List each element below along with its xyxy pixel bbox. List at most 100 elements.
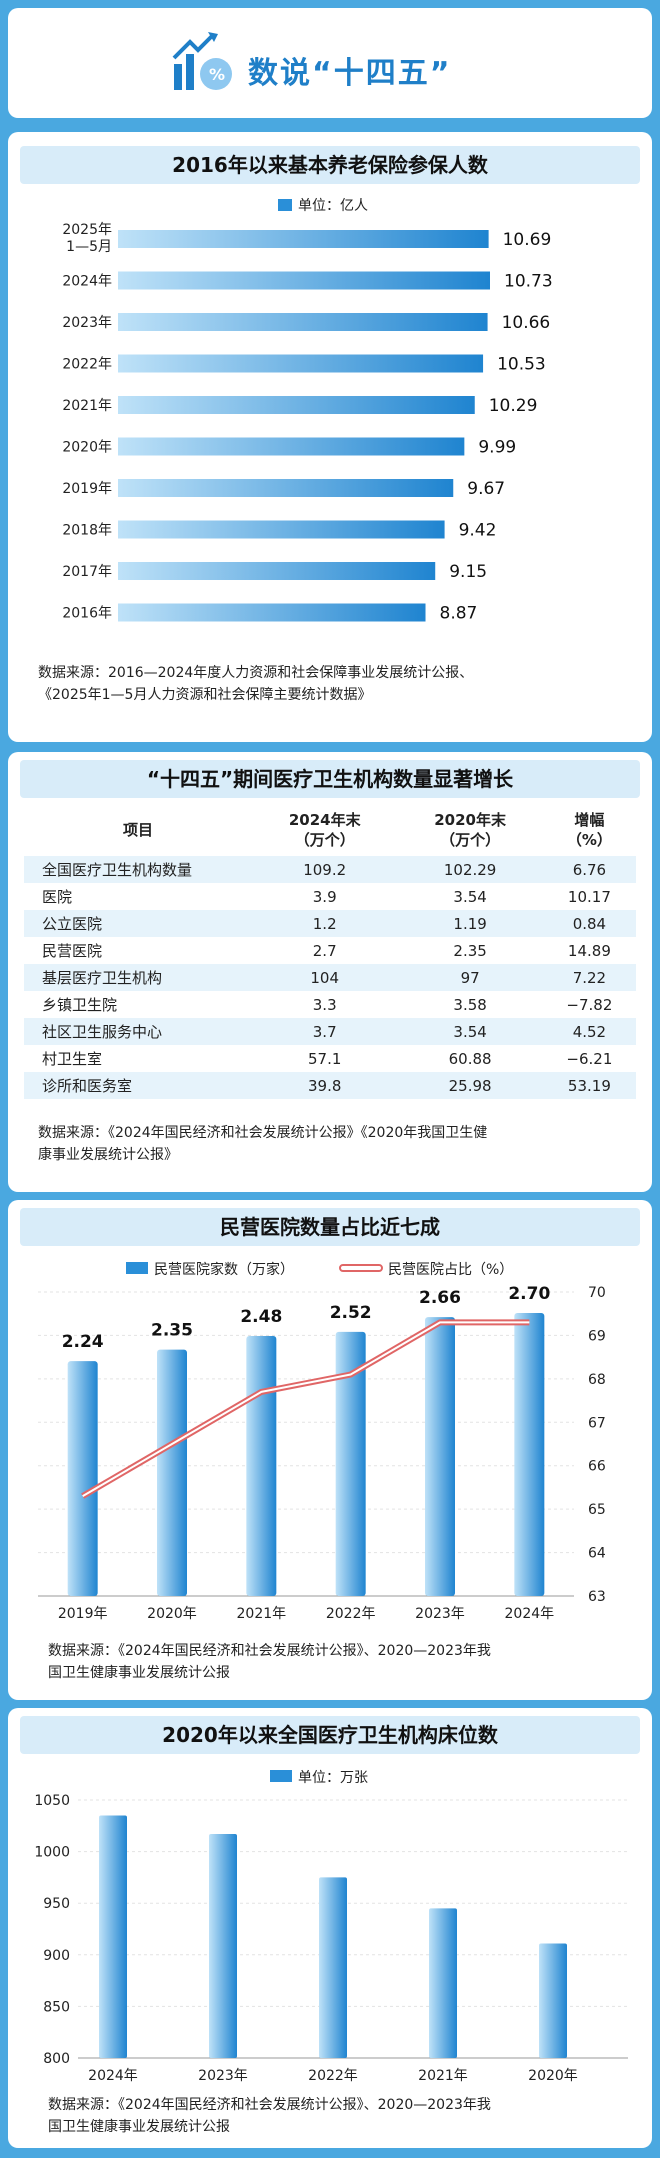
bar [118,520,445,539]
y-tick-label: 950 [43,1896,70,1912]
category-label: 2016年 [62,606,112,622]
table-cell: 104 [252,964,398,991]
table-cell: 1.2 [252,910,398,937]
y-tick-label: 1050 [34,1793,70,1809]
table-cell: 14.89 [567,941,611,960]
x-tick-label: 2019年 [58,1606,108,1622]
table-cell: 60.88 [448,1049,492,1068]
column-header: 增幅 （%） [566,811,612,849]
bar [118,437,465,456]
page-title: 数说“十四五” [248,56,452,91]
table-cell: 2.35 [453,941,487,960]
y-tick-label: 1000 [34,1845,70,1861]
bar [118,313,488,331]
bar [118,562,436,580]
pension-chart: 单位：亿人 2025年1—5月 10.69 2024年 10.73 2023年 10.66 2… [62,198,552,624]
column-header: 2020年末 （万个） [434,811,506,849]
bar [539,1943,567,2058]
data-label: 10.66 [502,313,551,333]
table-cell: −6.21 [566,1049,613,1068]
table-cell: 3.7 [252,1018,398,1045]
header-card: % 数说“十四五” [8,8,652,118]
share-line [81,1319,530,1499]
x-tick-label: 2024年 [88,2068,138,2084]
table-row: 诊所和医务室 39.8 25.98 53.19 [24,1072,636,1099]
table-cell: 民营医院 [42,942,103,960]
data-label: 2.70 [508,1284,550,1304]
legend-swatch [270,1770,292,1782]
data-label: 2.48 [240,1307,282,1327]
data-label: 8.87 [440,604,478,624]
table-row: 基层医疗卫生机构 104 97 7.22 [24,964,636,991]
table-cell: 乡镇卫生院 [42,996,118,1014]
y-tick-label: 850 [43,1999,70,2015]
table-cell: 3.9 [312,887,337,906]
institutions-section: “十四五”期间医疗卫生机构数量显著增长 项目 2024年末 （万个） 2020年末 （万… [8,752,652,1192]
x-tick-label: 2022年 [308,2068,358,2084]
column-header: 2024年末 （万个） [288,811,361,849]
legend-label: 民营医院占比（%） [388,1262,513,1278]
table-row: 乡镇卫生院 3.3 3.58 −7.82 [24,991,636,1018]
private-section: 民营医院数量占比近七成 民营医院家数（万家） 民营医院占比（%） 70 69 68 67 6… [8,1200,652,1700]
y2-tick-label: 67 [588,1415,606,1431]
bar [429,1908,457,2058]
legend-swatch [126,1262,148,1274]
table-row: 社区卫生服务中心 3.7 3.54 4.52 [24,1018,636,1045]
data-label: 2.52 [330,1303,372,1323]
category-label: 2020年 [62,440,112,456]
table-cell: 诊所和医务室 [24,1072,252,1099]
y2-tick-label: 70 [588,1285,606,1301]
y2-tick-label: 69 [588,1328,606,1344]
table-row: 全国医疗卫生机构数量 109.2 102.29 6.76 [24,856,636,883]
table-cell: 2.7 [312,941,337,960]
table-cell: 39.8 [252,1072,398,1099]
legend-label: 单位：亿人 [298,198,368,214]
data-label: 9.42 [459,521,497,541]
legend-label: 民营医院家数（万家） [154,1261,294,1278]
table-row: 民营医院 2.7 2.35 14.89 [24,937,636,964]
bar [319,1877,347,2058]
bar [157,1349,187,1596]
y-tick-label: 900 [43,1948,70,1964]
legend-label: 单位：万张 [298,1770,368,1786]
data-label: 2.24 [62,1332,104,1352]
table-cell: 全国医疗卫生机构数量 [24,856,252,883]
category-label: 2017年 [62,564,112,580]
source-note: 数据来源：《2024年国民经济和社会发展统计公报》、2020—2023年我 国卫… [48,1643,491,1681]
data-label: 9.15 [449,562,487,582]
x-tick-label: 2023年 [198,2068,248,2084]
section-title: 2020年以来全国医疗卫生机构床位数 [20,1716,640,1754]
institutions-table: 项目 2024年末 （万个） 2020年末 （万个） 增幅 （%） 全国医疗卫生机构数量 109… [24,804,636,1099]
table-cell: 医院 [42,888,73,906]
category-label: 2025年 [62,222,112,238]
x-tick-label: 2021年 [418,2068,468,2084]
table-header: 项目 2024年末 （万个） 2020年末 （万个） 增幅 （%） [24,804,636,856]
x-tick-label: 2020年 [528,2068,578,2084]
table-cell: 109.2 [252,856,398,883]
data-label: 10.29 [489,396,538,416]
legend-swatch [278,199,292,211]
section-title: 民营医院数量占比近七成 [20,1208,640,1246]
table-cell: 10.17 [567,887,611,906]
bar [335,1331,366,1596]
table-cell: 102.29 [397,856,543,883]
table-cell: 3.58 [453,995,487,1014]
bar [99,1815,127,2058]
category-label: 2024年 [62,274,112,290]
category-label: 1—5月 [66,239,112,255]
table-cell: 0.84 [542,910,636,937]
bar [209,1834,237,2058]
x-tick-label: 2021年 [237,1606,287,1622]
private-chart: 民营医院家数（万家） 民营医院占比（%） 70 69 68 67 66 65 64 63 2.24 2… [38,1261,606,1622]
table-cell: 3.54 [397,1018,543,1045]
legend-swatch [339,1264,383,1272]
table-cell: 97 [397,964,543,991]
bar [118,271,490,290]
bar [118,396,475,414]
table-cell: 3.3 [312,995,337,1014]
table-cell: 1.19 [397,910,543,937]
table-row: 公立医院 1.2 1.19 0.84 [24,910,636,937]
section-title: “十四五”期间医疗卫生机构数量显著增长 [20,760,640,798]
table-cell: 3.54 [453,887,487,906]
table-cell: 57.1 [308,1049,342,1068]
